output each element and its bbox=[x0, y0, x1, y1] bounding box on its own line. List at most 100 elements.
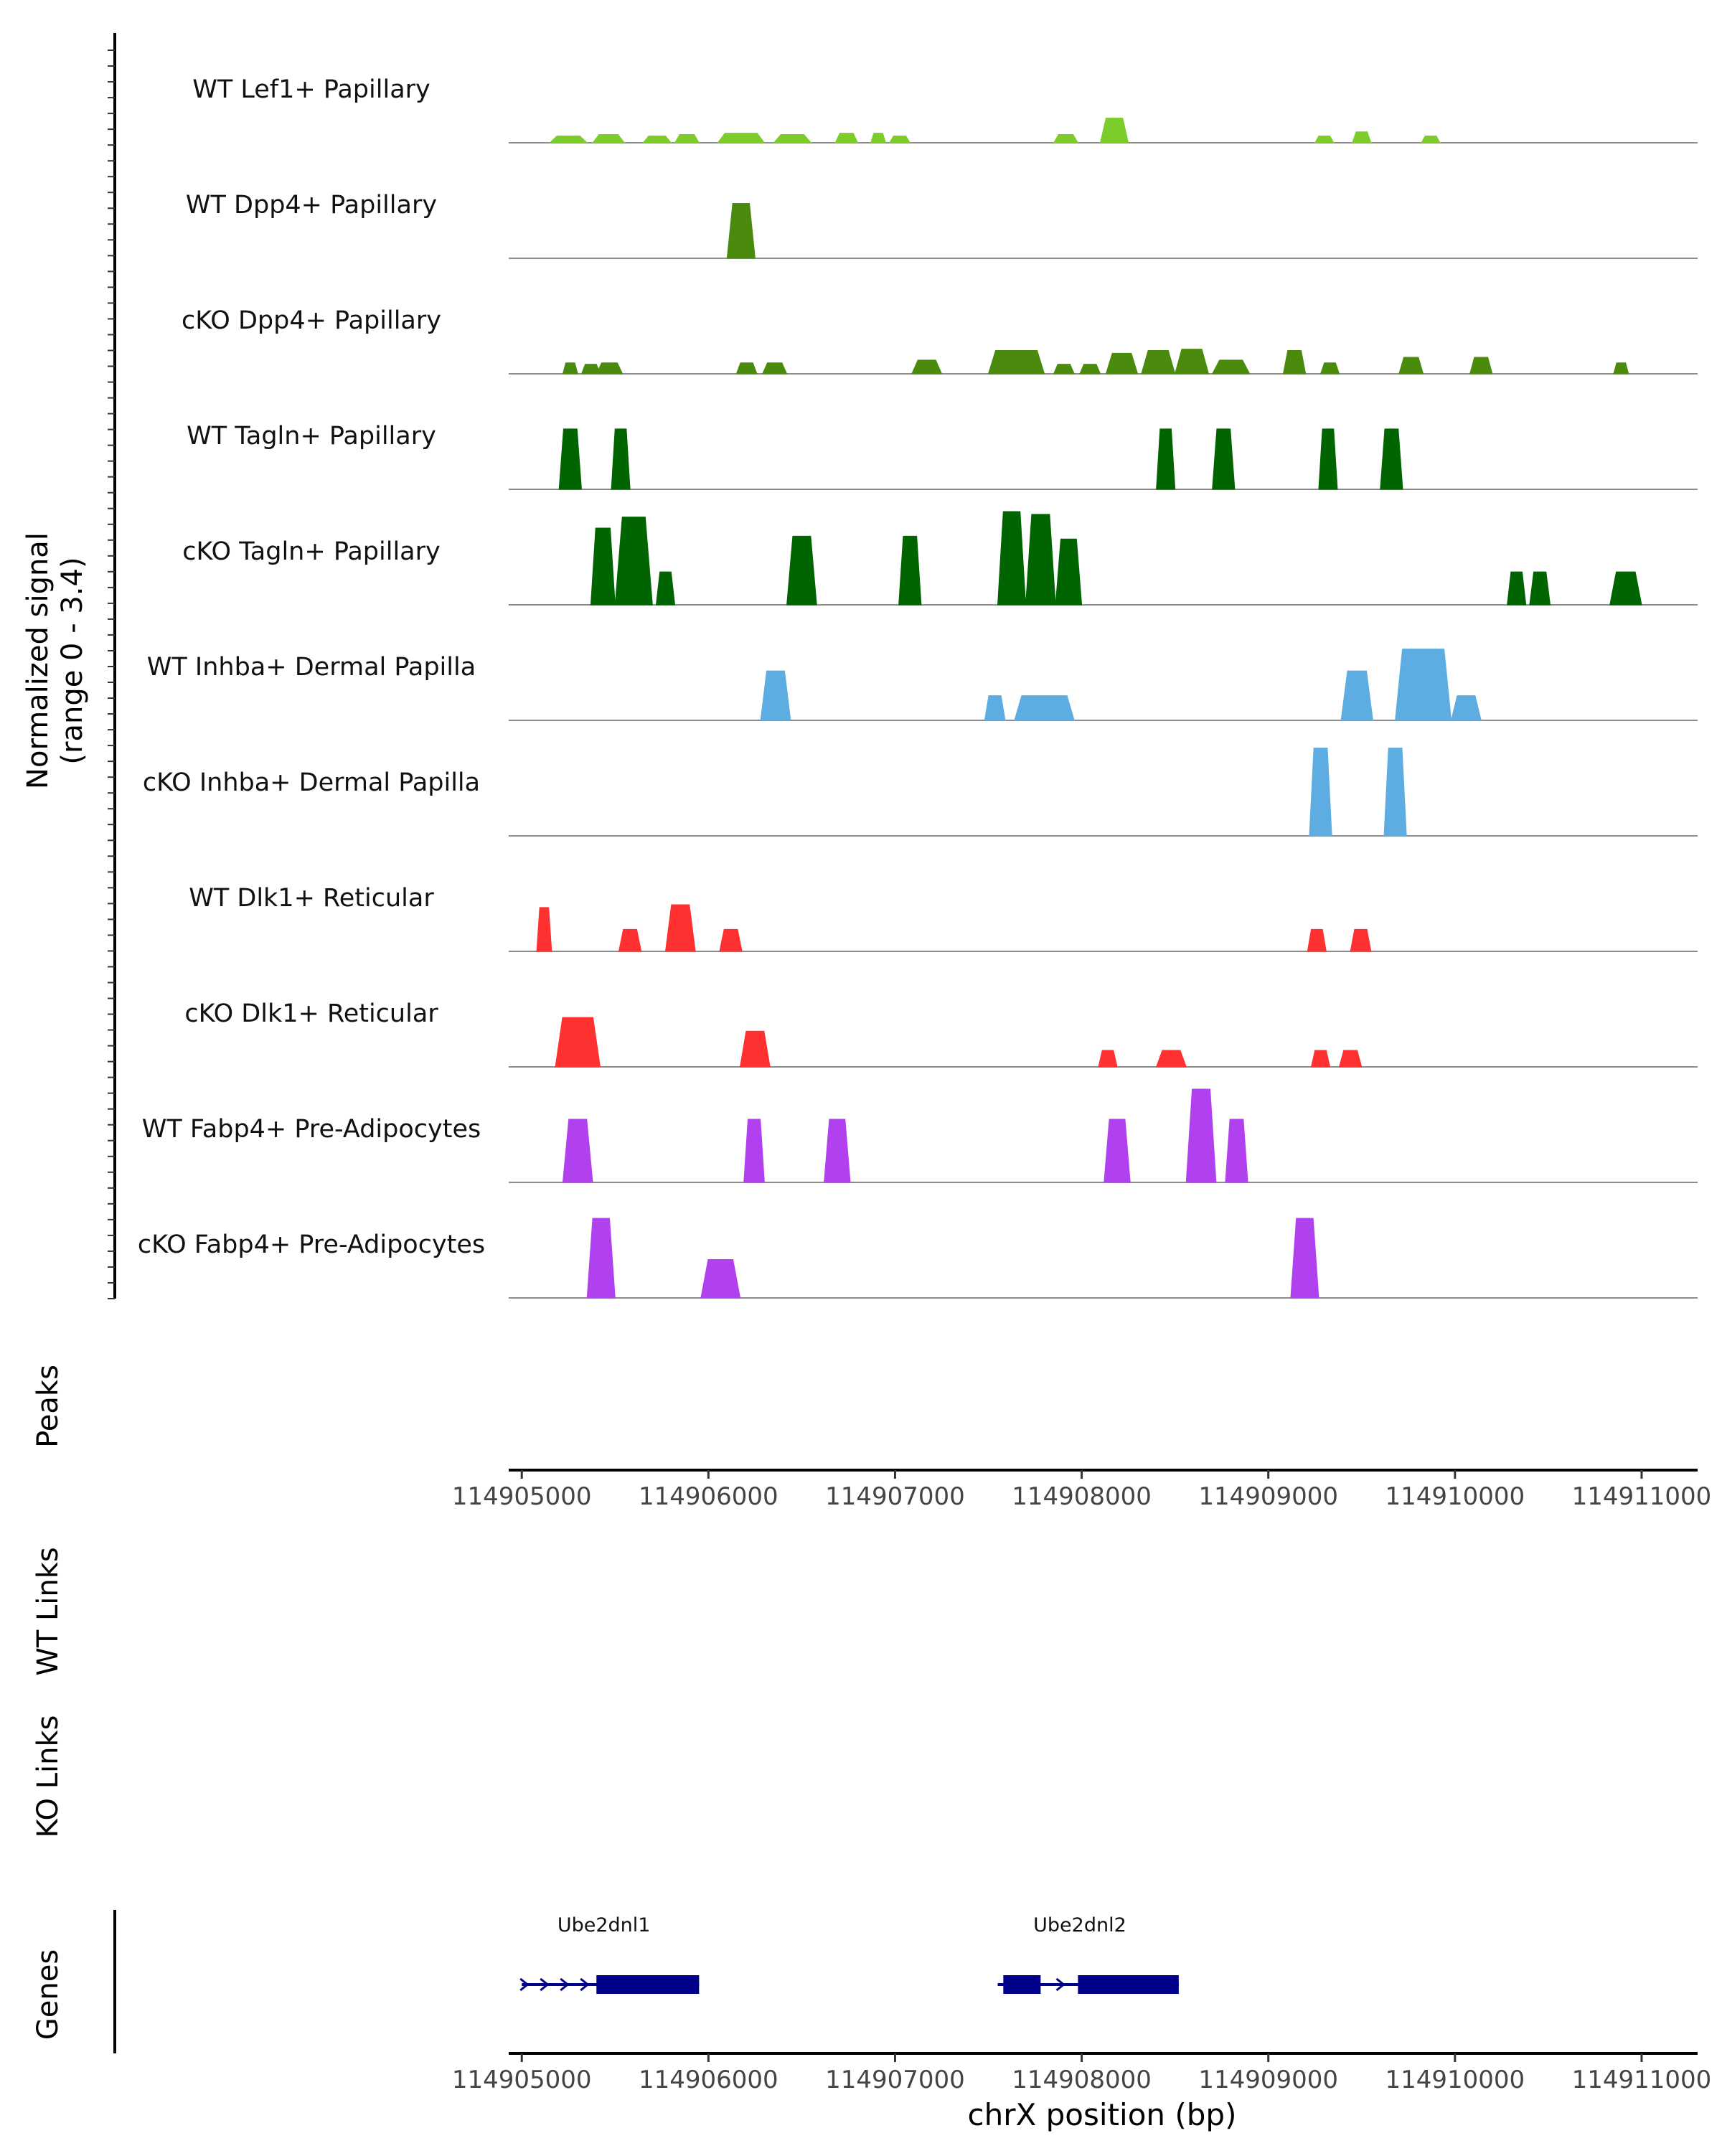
coverage-peak bbox=[1319, 362, 1340, 375]
coverage-peak bbox=[1053, 134, 1079, 143]
coverage-peak bbox=[760, 670, 791, 721]
coverage-peak bbox=[1314, 135, 1335, 143]
coverage-peak bbox=[1014, 695, 1075, 721]
coverage-track: WT Tagln+ Papillary bbox=[187, 422, 1698, 490]
coverage-track: WT Lef1+ Papillary bbox=[192, 75, 1698, 143]
coverage-peak bbox=[726, 203, 756, 259]
coverage-peak bbox=[1380, 428, 1403, 490]
coverage-peak bbox=[548, 135, 588, 143]
coverage-track: WT Fabp4+ Pre-Adipocytes bbox=[142, 1088, 1698, 1183]
coverage-peak bbox=[674, 134, 700, 143]
track-label: WT Inhba+ Dermal Papilla bbox=[147, 653, 476, 682]
coverage-peak bbox=[987, 350, 1045, 375]
track-label: cKO Tagln+ Papillary bbox=[182, 537, 441, 566]
gene-annotations: Ube2dnl1 Ube2dnl2 bbox=[519, 1914, 1179, 1994]
coverage-peak bbox=[1421, 135, 1441, 143]
coverage-peak bbox=[1099, 118, 1129, 143]
wt-links-track-label: WT Links bbox=[32, 1547, 65, 1675]
coverage-peak bbox=[1395, 649, 1452, 721]
coverage-peak bbox=[888, 135, 911, 143]
coverage-peak bbox=[1609, 571, 1642, 606]
peaks-x-axis-tick-label: 114910000 bbox=[1385, 1482, 1525, 1511]
coverage-peak bbox=[596, 362, 624, 375]
coverage-track: WT Dlk1+ Reticular bbox=[189, 884, 1698, 952]
coverage-peak bbox=[562, 362, 578, 375]
coverage-peak bbox=[1211, 359, 1251, 375]
coverage-track: cKO Tagln+ Papillary bbox=[182, 511, 1698, 606]
gene-model: Ube2dnl2 bbox=[997, 1914, 1179, 1994]
coverage-peak bbox=[611, 428, 631, 490]
coverage-peak bbox=[834, 133, 859, 143]
coverage-track: WT Inhba+ Dermal Papilla bbox=[147, 649, 1698, 721]
coverage-peak bbox=[1055, 538, 1083, 606]
track-label: cKO Fabp4+ Pre-Adipocytes bbox=[138, 1230, 485, 1259]
coverage-peak bbox=[1212, 428, 1236, 490]
peaks-x-axis-tick-label: 114911000 bbox=[1572, 1482, 1712, 1511]
coverage-peak bbox=[586, 1218, 616, 1299]
coverage-peak bbox=[1338, 1050, 1363, 1068]
coverage-track: cKO Dlk1+ Reticular bbox=[184, 999, 1698, 1068]
y-axis-title-line-1: Normalized signal bbox=[22, 532, 55, 789]
gene-exon bbox=[1003, 1975, 1041, 1994]
coverage-peak bbox=[739, 1030, 771, 1068]
coverage-peak bbox=[1450, 695, 1482, 721]
coverage-peak bbox=[911, 359, 943, 375]
coverage-peak bbox=[1155, 1050, 1187, 1068]
coverage-peak bbox=[1507, 571, 1527, 606]
gene-exon bbox=[1078, 1975, 1179, 1994]
peaks-x-axis-tick-label: 114905000 bbox=[452, 1482, 592, 1511]
track-label: WT Lef1+ Papillary bbox=[192, 75, 430, 104]
track-label: cKO Dlk1+ Reticular bbox=[184, 999, 438, 1028]
coverage-peak bbox=[1383, 748, 1407, 837]
genes-x-axis-tick-label: 114910000 bbox=[1385, 2066, 1525, 2094]
coverage-peak bbox=[719, 928, 743, 952]
coverage-peak bbox=[1290, 1218, 1319, 1299]
genes-x-axis-tick-label: 114911000 bbox=[1572, 2066, 1712, 2094]
genes-x-axis-tick-label: 114905000 bbox=[452, 2066, 592, 2094]
coverage-peak bbox=[735, 362, 758, 375]
peaks-x-axis: 114905000 114906000 114907000 114908000 1149… bbox=[452, 1469, 1712, 1511]
coverage-peak bbox=[592, 134, 626, 143]
coverage-track: cKO Fabp4+ Pre-Adipocytes bbox=[138, 1218, 1698, 1299]
coverage-peak bbox=[1309, 748, 1332, 837]
coverage-peak bbox=[1318, 428, 1338, 490]
coverage-peak bbox=[1053, 364, 1075, 375]
x-axis-title: chrX position (bp) bbox=[968, 2097, 1237, 2132]
coverage-peak bbox=[1079, 364, 1101, 375]
gene-name-label: Ube2dnl1 bbox=[557, 1914, 651, 1936]
coverage-peak bbox=[558, 428, 582, 490]
coverage-peak bbox=[762, 362, 788, 375]
coverage-peak bbox=[1350, 928, 1372, 952]
coverage-peak bbox=[1310, 1050, 1331, 1068]
coverage-peak bbox=[717, 133, 766, 143]
coverage-tracks: WT Lef1+ Papillary WT Dpp4+ Papillary cKO … bbox=[138, 75, 1698, 1299]
coverage-peak bbox=[1307, 928, 1327, 952]
coverage-peak bbox=[984, 695, 1006, 721]
gene-exon bbox=[596, 1975, 700, 1994]
genes-track-label: Genes bbox=[32, 1949, 65, 2040]
genes-x-axis-tick-label: 114908000 bbox=[1012, 2066, 1152, 2094]
coverage-peak bbox=[1104, 1119, 1131, 1183]
track-label: WT Fabp4+ Pre-Adipocytes bbox=[142, 1115, 481, 1144]
coverage-peak bbox=[1105, 352, 1139, 375]
coverage-peak bbox=[1185, 1088, 1217, 1183]
coverage-peak bbox=[1282, 350, 1307, 375]
peaks-x-axis-tick-label: 114906000 bbox=[639, 1482, 778, 1511]
coverage-peak bbox=[786, 535, 817, 606]
genes-x-axis-tick-label: 114907000 bbox=[825, 2066, 965, 2094]
strand-arrow-icon bbox=[519, 1977, 530, 1992]
peaks-x-axis-tick-label: 114907000 bbox=[825, 1482, 965, 1511]
coverage-peak bbox=[618, 928, 642, 952]
coverage-peak bbox=[824, 1119, 851, 1183]
coverage-peak bbox=[743, 1119, 765, 1183]
strand-arrow-icon bbox=[1055, 1977, 1065, 1992]
coverage-peak bbox=[1156, 428, 1176, 490]
track-label: cKO Inhba+ Dermal Papilla bbox=[143, 768, 480, 797]
coverage-peak bbox=[1398, 357, 1424, 375]
coverage-peak bbox=[1352, 131, 1372, 143]
coverage-peak bbox=[870, 133, 887, 143]
track-label: WT Tagln+ Papillary bbox=[187, 422, 436, 451]
coverage-peak bbox=[536, 907, 552, 952]
coverage-peak bbox=[1529, 571, 1551, 606]
coverage-peak bbox=[1141, 350, 1176, 375]
